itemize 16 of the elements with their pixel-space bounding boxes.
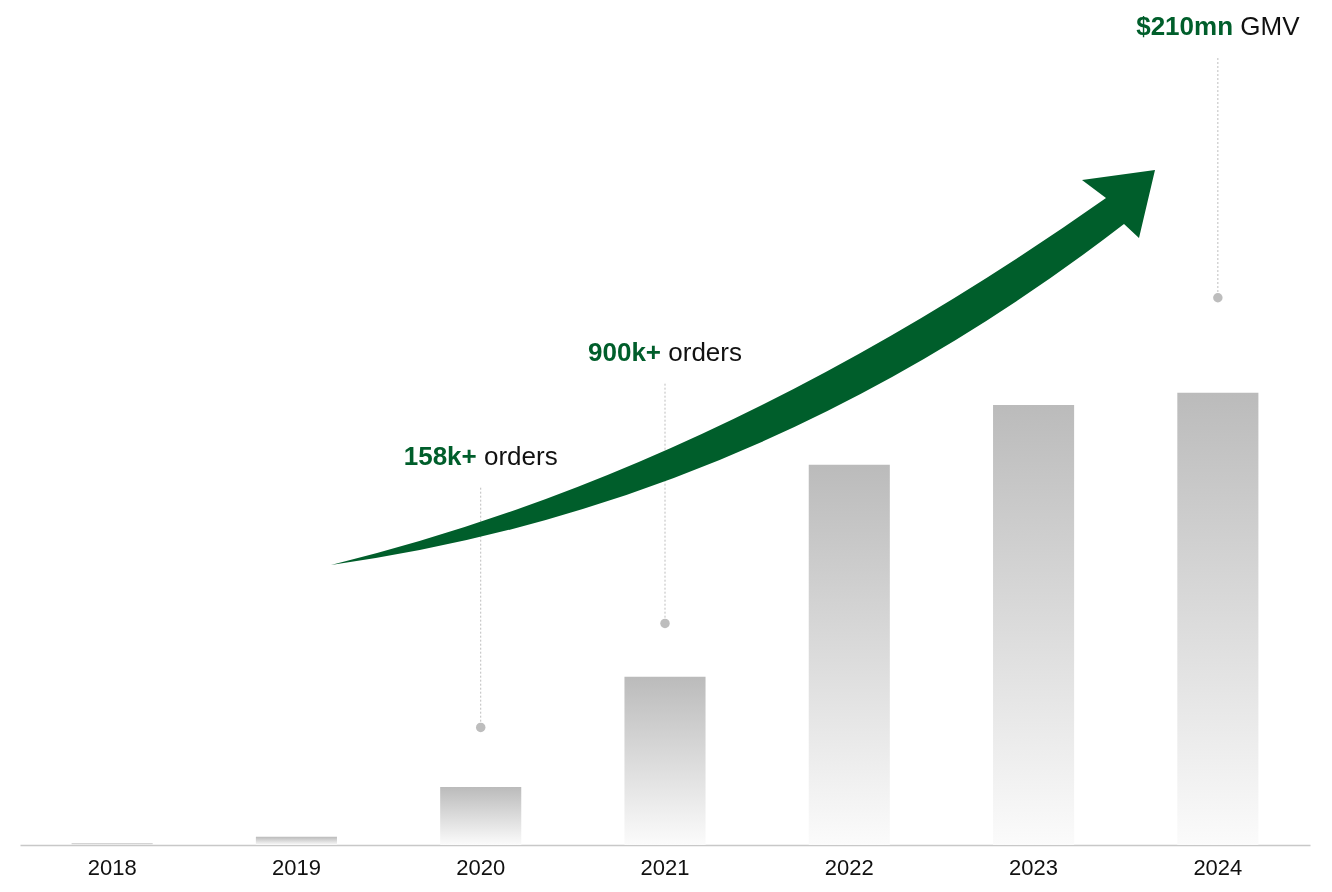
- x-tick-label: 2018: [87, 854, 137, 880]
- text: 900k+ orders: [588, 336, 742, 368]
- text: $210mn GMV: [1136, 10, 1300, 42]
- bar: [993, 404, 1075, 845]
- x-tick-label: 2023: [1009, 854, 1059, 880]
- bar: [440, 787, 522, 845]
- x-tick-label: 2021: [640, 854, 690, 880]
- x-tick-label: 2022: [824, 854, 874, 880]
- bar: [808, 464, 890, 845]
- bar: [1177, 392, 1259, 845]
- x-tick-label: 2019: [271, 854, 321, 880]
- x-tick-label: 2020: [456, 854, 506, 880]
- bar: [624, 676, 706, 845]
- annotation: 158k+ orders: [403, 440, 558, 472]
- x-tick-label: 2024: [1193, 854, 1243, 880]
- bar: [255, 836, 337, 845]
